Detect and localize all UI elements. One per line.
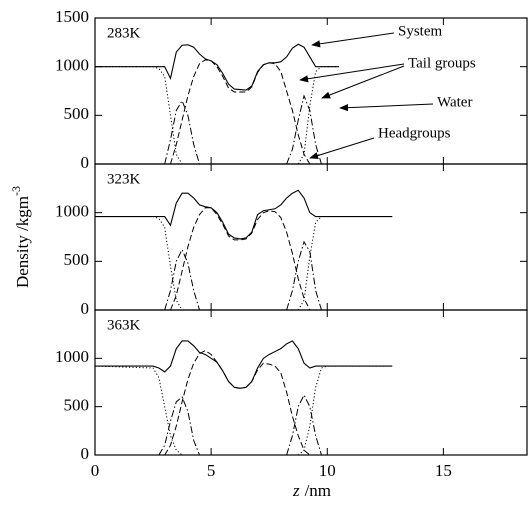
series-line — [164, 94, 322, 165]
annotation-arrow — [309, 137, 375, 160]
y-tick-label: 500 — [64, 104, 90, 123]
plot-frame — [94, 17, 528, 165]
annotation-arrow — [321, 65, 405, 99]
y-axis-label-text: Density /kgm — [13, 196, 32, 288]
panel-label: 323K — [107, 171, 141, 187]
annotation-arrow — [311, 32, 395, 48]
plot-frame — [94, 309, 528, 456]
annotation-arrow — [299, 63, 405, 83]
panel-label: 363K — [107, 317, 141, 333]
series-line — [170, 59, 311, 165]
x-tick-label: 15 — [435, 461, 452, 480]
series-line — [164, 350, 311, 456]
annotation-label: Tail groups — [408, 55, 476, 71]
x-tick-label: 0 — [91, 461, 100, 480]
y-tick-label: 1500 — [55, 7, 89, 26]
x-axis-label-unit: /nm — [305, 481, 331, 500]
y-axis-label-superscript: -3 — [9, 186, 23, 196]
series-line — [95, 189, 393, 240]
y-tick-label: 1000 — [55, 347, 89, 366]
annotation-label: Headgroups — [378, 125, 451, 141]
series-line — [95, 66, 339, 165]
series-line — [95, 43, 339, 91]
plot-frame — [94, 163, 528, 311]
series-line — [164, 240, 322, 311]
y-tick-label: 0 — [81, 444, 90, 463]
annotation-arrow — [339, 103, 434, 112]
y-tick-label: 0 — [81, 299, 90, 318]
series-line — [95, 216, 393, 311]
y-tick-label: 1000 — [55, 56, 89, 75]
series-line — [94, 365, 393, 456]
y-tick-label: 500 — [64, 396, 90, 415]
series-line — [158, 393, 322, 456]
series-line — [170, 207, 311, 311]
y-tick-label: 500 — [64, 250, 90, 269]
annotation-label: Water — [437, 94, 472, 110]
y-axis-label: Density /kgm-3 — [9, 186, 32, 288]
y-tick-label: 1000 — [55, 202, 89, 221]
y-tick-label: 0 — [81, 153, 90, 172]
panel-label: 283K — [107, 25, 141, 41]
series-line — [95, 340, 393, 389]
x-axis-label-variable: z — [292, 481, 300, 500]
x-axis-label: z/nm — [292, 481, 331, 500]
x-tick-label: 5 — [207, 461, 216, 480]
x-tick-label: 10 — [319, 461, 336, 480]
annotation-label: System — [398, 23, 443, 39]
